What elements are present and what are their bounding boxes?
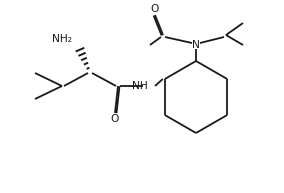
- Text: NH: NH: [132, 81, 148, 91]
- Text: NH₂: NH₂: [52, 34, 72, 44]
- Text: O: O: [111, 114, 119, 124]
- Text: N: N: [192, 40, 200, 50]
- Text: O: O: [151, 4, 159, 14]
